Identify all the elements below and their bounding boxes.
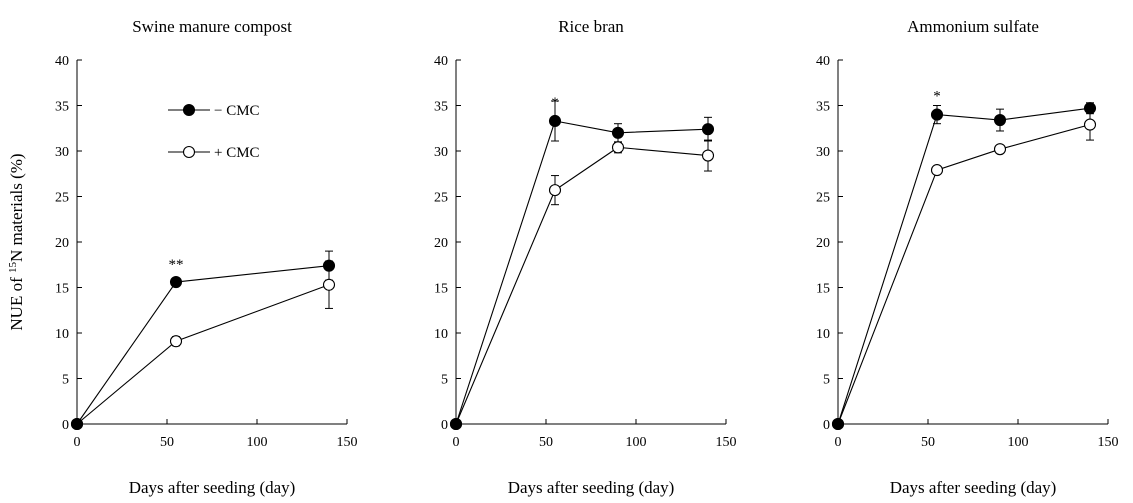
data-point-filled bbox=[70, 417, 84, 431]
y-tick-label: 5 bbox=[441, 373, 448, 388]
y-tick-label: 20 bbox=[434, 236, 448, 251]
x-axis-label: Days after seeding (day) bbox=[890, 478, 1057, 497]
chart-title: Ammonium sulfate bbox=[907, 17, 1039, 36]
legend-label: − CMC bbox=[214, 103, 260, 119]
x-tick-label: 0 bbox=[74, 435, 81, 450]
data-point-filled bbox=[322, 259, 336, 272]
y-tick-label: 20 bbox=[816, 236, 830, 251]
y-tick-label: 5 bbox=[823, 373, 830, 388]
x-tick-label: 50 bbox=[921, 435, 935, 450]
y-tick-label: 30 bbox=[434, 145, 448, 160]
y-tick-label: 10 bbox=[816, 327, 830, 342]
data-point-filled bbox=[831, 417, 845, 431]
x-tick-label: 100 bbox=[247, 435, 268, 450]
x-axis-label: Days after seeding (day) bbox=[508, 478, 675, 497]
x-tick-label: 150 bbox=[716, 435, 737, 450]
data-point-open bbox=[322, 278, 336, 291]
chart-panel-3: Ammonium sulfate 0 5 10 15 20 25 30 35 40 0 50 100 15… bbox=[816, 17, 1119, 497]
y-tick-label: 10 bbox=[55, 327, 69, 342]
data-point-filled bbox=[169, 275, 183, 289]
legend-marker bbox=[182, 103, 196, 117]
y-tick-label: 35 bbox=[816, 100, 830, 115]
series-line-1 bbox=[455, 120, 709, 425]
y-tick-label: 40 bbox=[434, 54, 448, 69]
y-tick-label: 15 bbox=[434, 282, 448, 297]
data-point-open bbox=[993, 143, 1007, 156]
data-point-filled bbox=[993, 114, 1007, 127]
series-line-2 bbox=[455, 146, 709, 425]
y-axis-label-superscript: 15 bbox=[7, 261, 19, 273]
data-point-open bbox=[930, 164, 944, 177]
data-point-open bbox=[169, 335, 183, 348]
series-line-1 bbox=[76, 265, 330, 425]
legend-marker bbox=[182, 145, 196, 159]
significance-marker: ** bbox=[169, 257, 184, 273]
y-tick-label: 15 bbox=[55, 282, 69, 297]
y-tick-label: 0 bbox=[441, 418, 448, 433]
y-axis-label: NUE of 15N materials (%) bbox=[7, 153, 26, 330]
y-tick-label: 0 bbox=[62, 418, 69, 433]
y-tick-label: 35 bbox=[55, 100, 69, 115]
x-axis-label: Days after seeding (day) bbox=[129, 478, 296, 497]
y-tick-label: 25 bbox=[55, 191, 69, 206]
x-tick-label: 50 bbox=[539, 435, 553, 450]
series-line-1 bbox=[837, 107, 1091, 425]
y-tick-label: 15 bbox=[816, 282, 830, 297]
y-tick-label: 5 bbox=[62, 373, 69, 388]
legend-label: + CMC bbox=[214, 145, 260, 161]
x-tick-label: 100 bbox=[626, 435, 647, 450]
chart-panel-1: Swine manure compost 0 5 10 15 20 25 30 35 40 0 50 1… bbox=[7, 17, 358, 497]
significance-marker: * bbox=[551, 95, 559, 111]
y-tick-label: 40 bbox=[816, 54, 830, 69]
y-tick-label: 40 bbox=[55, 54, 69, 69]
data-point-open bbox=[548, 184, 562, 197]
data-point-filled bbox=[449, 417, 463, 431]
data-point-filled bbox=[548, 114, 562, 128]
chart-title: Swine manure compost bbox=[132, 17, 292, 36]
x-tick-label: 150 bbox=[1098, 435, 1119, 450]
y-axis-label-part: NUE of bbox=[7, 273, 26, 331]
data-point-filled bbox=[701, 123, 715, 136]
data-point-open bbox=[611, 141, 625, 154]
y-tick-label: 20 bbox=[55, 236, 69, 251]
data-point-open bbox=[1083, 118, 1097, 131]
y-tick-label: 30 bbox=[55, 145, 69, 160]
chart-title: Rice bran bbox=[558, 17, 624, 36]
x-tick-label: 0 bbox=[453, 435, 460, 450]
legend: − CMC + CMC bbox=[168, 103, 260, 161]
significance-marker: * bbox=[933, 89, 941, 105]
x-tick-label: 150 bbox=[337, 435, 358, 450]
data-point-filled bbox=[930, 108, 944, 121]
y-tick-label: 25 bbox=[816, 191, 830, 206]
y-tick-label: 10 bbox=[434, 327, 448, 342]
y-tick-label: 0 bbox=[823, 418, 830, 433]
y-tick-label: 30 bbox=[816, 145, 830, 160]
x-tick-label: 50 bbox=[160, 435, 174, 450]
data-point-filled bbox=[1083, 102, 1097, 115]
y-axis-label-part: N materials (%) bbox=[7, 153, 26, 262]
series-line-2 bbox=[76, 284, 330, 425]
data-point-open bbox=[701, 149, 715, 162]
chart-panel-2: Rice bran 0 5 10 15 20 25 30 35 40 0 50 100 150 Days a… bbox=[434, 17, 737, 497]
series-line-2 bbox=[837, 124, 1091, 425]
x-tick-label: 100 bbox=[1008, 435, 1029, 450]
y-tick-label: 35 bbox=[434, 100, 448, 115]
x-tick-label: 0 bbox=[835, 435, 842, 450]
data-point-filled bbox=[611, 126, 625, 139]
y-tick-label: 25 bbox=[434, 191, 448, 206]
